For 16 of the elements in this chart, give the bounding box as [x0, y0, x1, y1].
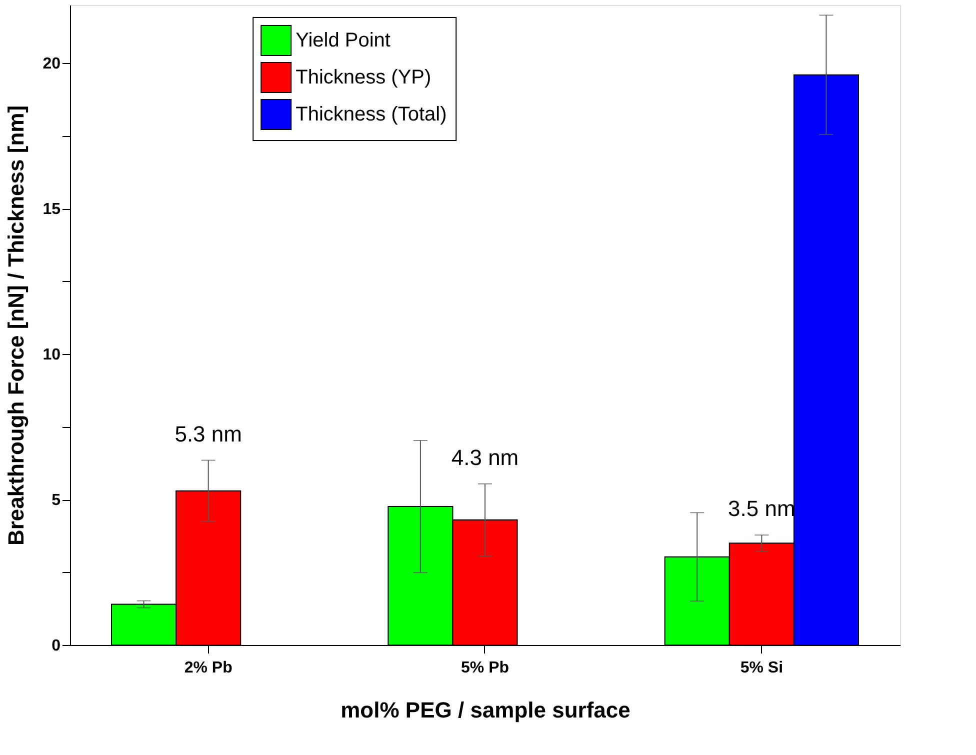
legend-label: Thickness (Total) — [296, 104, 447, 126]
annotation: 5.3 nm — [174, 421, 242, 446]
y-axis-title: Breakthrough Force [nN] / Thickness [nm] — [4, 105, 29, 546]
y-tick-label: 5 — [52, 492, 61, 510]
y-tick-label: 10 — [42, 346, 61, 364]
y-tick-label: 20 — [42, 56, 61, 73]
y-tick-label: 15 — [42, 201, 61, 218]
x-axis-title: mol% PEG / sample surface — [340, 698, 630, 722]
annotation: 3.5 nm — [728, 496, 796, 522]
legend-label: Yield Point — [296, 30, 391, 52]
x-tick-label: 5% Pb — [460, 660, 510, 676]
legend-label: Thickness (YP) — [296, 66, 432, 88]
annotation: 4.3 nm — [451, 444, 519, 470]
x-tick-label: 5% Si — [740, 660, 784, 676]
y-tick-label: 0 — [52, 638, 61, 654]
x-tick-label: 2% Pb — [184, 660, 233, 676]
